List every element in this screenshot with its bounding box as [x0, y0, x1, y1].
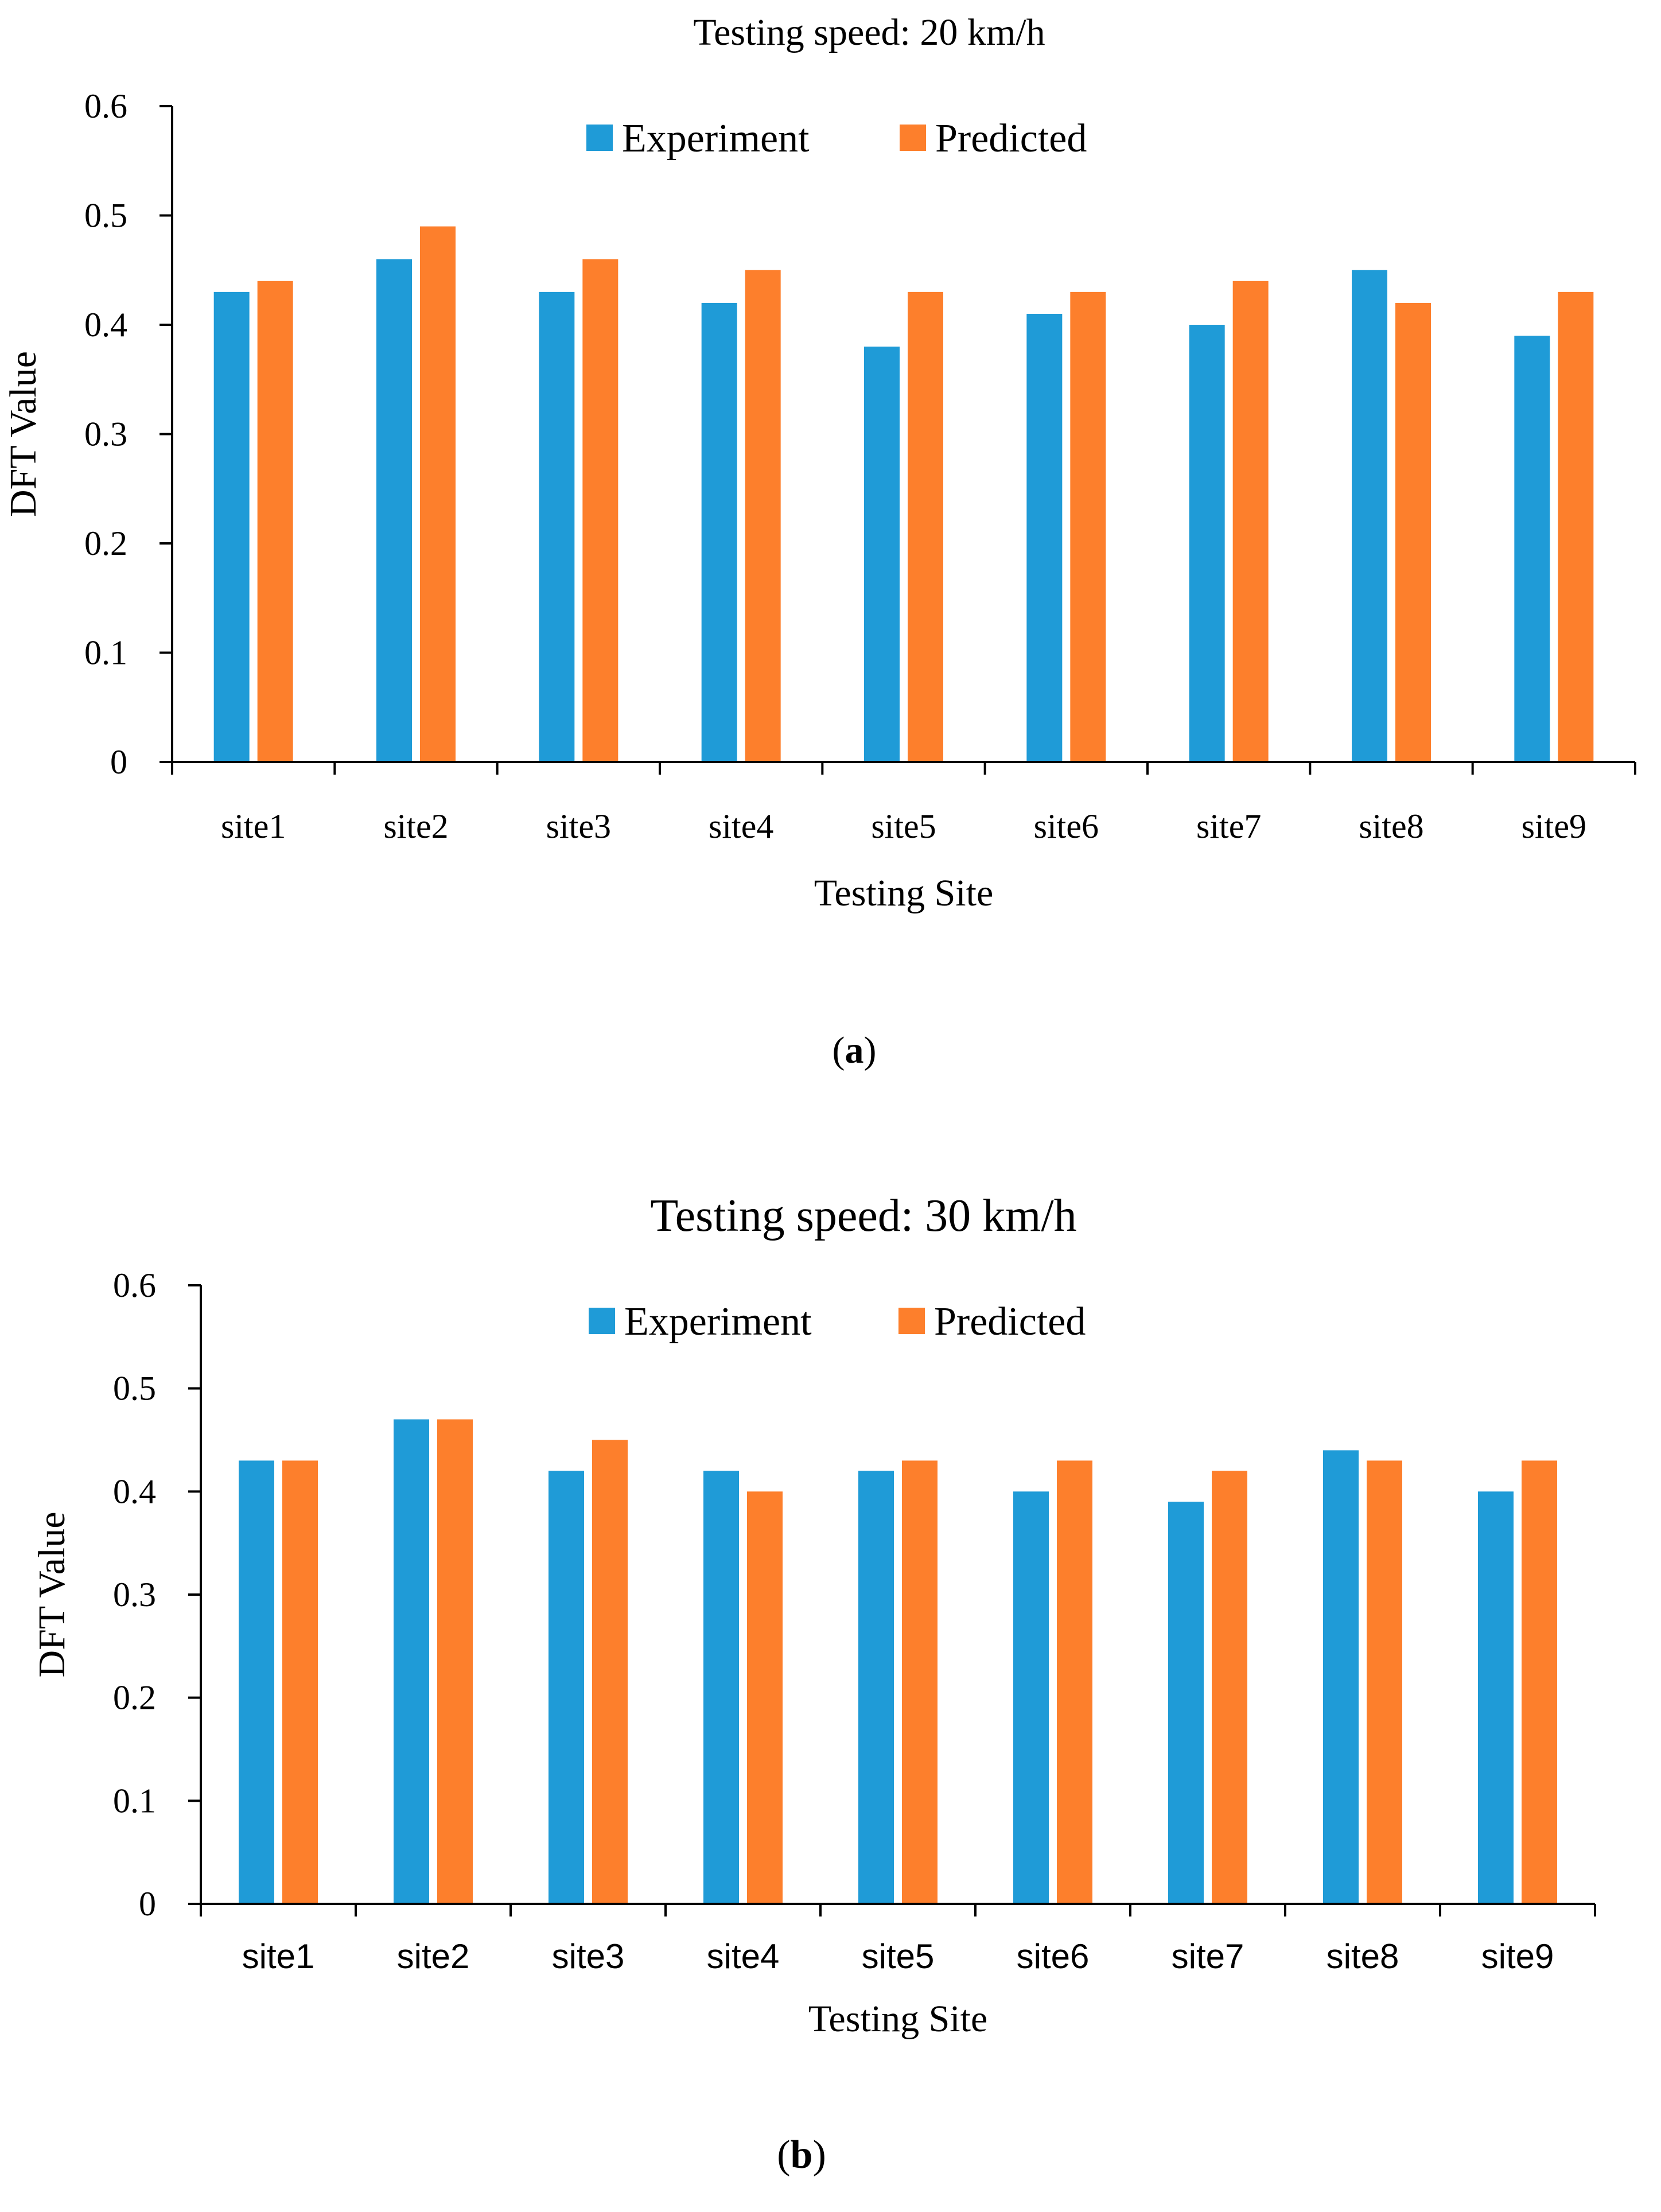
y-tick-label: 0	[139, 1885, 156, 1923]
bar-predicted-site3	[592, 1440, 628, 1904]
y-tick-label: 0.3	[84, 415, 127, 453]
legend-label-predicted: Predicted	[934, 1300, 1086, 1344]
panel-caption: (b)	[777, 2133, 826, 2177]
legend-swatch-experiment	[589, 1308, 615, 1334]
bar-experiment-site7	[1168, 1502, 1204, 1904]
legend-swatch-predicted	[898, 1308, 925, 1334]
panel-caption-letter: b	[791, 2133, 813, 2177]
x-tick-label: site9	[1481, 1937, 1554, 1976]
y-tick-label: 0	[110, 743, 127, 781]
bar-predicted-site2	[420, 226, 456, 762]
bar-predicted-site8	[1367, 1460, 1402, 1904]
bar-predicted-site7	[1232, 281, 1269, 762]
x-tick-label: site9	[1522, 807, 1586, 845]
bar-experiment-site2	[394, 1419, 429, 1904]
bar-experiment-site8	[1323, 1450, 1359, 1904]
x-tick-label: site5	[871, 807, 936, 845]
x-tick-label: site1	[221, 807, 286, 845]
bar-predicted-site4	[745, 270, 781, 762]
y-tick-label: 0.3	[113, 1576, 156, 1614]
bar-predicted-site5	[908, 291, 943, 763]
legend-label-experiment: Experiment	[624, 1300, 812, 1344]
bar-predicted-site9	[1522, 1460, 1557, 1904]
bar-experiment-site6	[1026, 313, 1063, 762]
legend-swatch-experiment	[586, 125, 613, 151]
bar-predicted-site9	[1558, 291, 1594, 763]
y-tick-label: 0.4	[113, 1472, 156, 1510]
x-tick-label: site2	[397, 1937, 470, 1976]
chart-title: Testing speed: 30 km/h	[650, 1191, 1076, 1241]
bar-predicted-site3	[582, 259, 619, 762]
bar-experiment-site7	[1189, 325, 1225, 762]
x-tick-label: site3	[546, 807, 611, 845]
bar-experiment-site1	[213, 291, 250, 763]
chart-title: Testing speed: 20 km/h	[693, 11, 1045, 53]
panel-caption: (a)	[833, 1029, 877, 1071]
bar-predicted-site1	[282, 1460, 318, 1904]
x-tick-label: site7	[1172, 1937, 1244, 1976]
bar-experiment-site8	[1352, 270, 1387, 762]
y-tick-label: 0.2	[84, 524, 127, 562]
x-tick-label: site8	[1359, 807, 1423, 845]
bar-predicted-site5	[902, 1460, 938, 1904]
legend-label-experiment: Experiment	[622, 116, 810, 161]
bar-predicted-site4	[747, 1491, 783, 1904]
bar-experiment-site9	[1478, 1491, 1514, 1904]
x-axis-label: Testing Site	[814, 872, 994, 914]
x-tick-label: site6	[1034, 807, 1099, 845]
y-tick-label: 0.6	[84, 87, 127, 125]
y-tick-label: 0.2	[113, 1679, 156, 1717]
y-axis-label: DFT Value	[31, 1511, 73, 1677]
x-tick-label: site4	[707, 1937, 780, 1976]
x-tick-label: site3	[552, 1937, 625, 1976]
y-axis-label: DFT Value	[2, 351, 44, 517]
x-tick-label: site4	[709, 807, 773, 845]
bar-predicted-site6	[1070, 291, 1106, 763]
x-tick-label: site7	[1196, 807, 1261, 845]
x-axis-label: Testing Site	[808, 1998, 988, 2040]
bar-experiment-site4	[703, 1471, 739, 1904]
panel-caption-letter: a	[845, 1029, 864, 1071]
bar-experiment-site1	[239, 1460, 274, 1904]
bar-predicted-site1	[257, 281, 293, 762]
bar-predicted-site6	[1057, 1460, 1092, 1904]
bar-experiment-site9	[1514, 336, 1550, 762]
y-tick-label: 0.5	[113, 1370, 156, 1408]
bar-experiment-site3	[549, 1471, 584, 1904]
x-tick-label: site6	[1017, 1937, 1090, 1976]
bar-predicted-site7	[1212, 1471, 1247, 1904]
x-tick-label: site2	[383, 807, 448, 845]
y-tick-label: 0.4	[84, 306, 127, 344]
bar-experiment-site5	[858, 1471, 894, 1904]
bar-experiment-site3	[539, 291, 575, 763]
x-tick-label: site1	[242, 1937, 315, 1976]
y-tick-label: 0.1	[113, 1782, 156, 1820]
bar-experiment-site2	[376, 259, 412, 762]
bar-predicted-site2	[437, 1419, 473, 1904]
x-tick-label: site8	[1327, 1937, 1399, 1976]
legend-swatch-predicted	[900, 125, 926, 151]
x-tick-label: site5	[862, 1937, 935, 1976]
bar-predicted-site8	[1395, 302, 1431, 762]
y-tick-label: 0.6	[113, 1266, 156, 1304]
y-tick-label: 0.5	[84, 197, 127, 235]
legend-label-predicted: Predicted	[935, 116, 1087, 161]
bar-experiment-site6	[1013, 1491, 1049, 1904]
bar-experiment-site4	[701, 302, 737, 762]
y-tick-label: 0.1	[84, 634, 127, 672]
bar-experiment-site5	[864, 347, 900, 762]
